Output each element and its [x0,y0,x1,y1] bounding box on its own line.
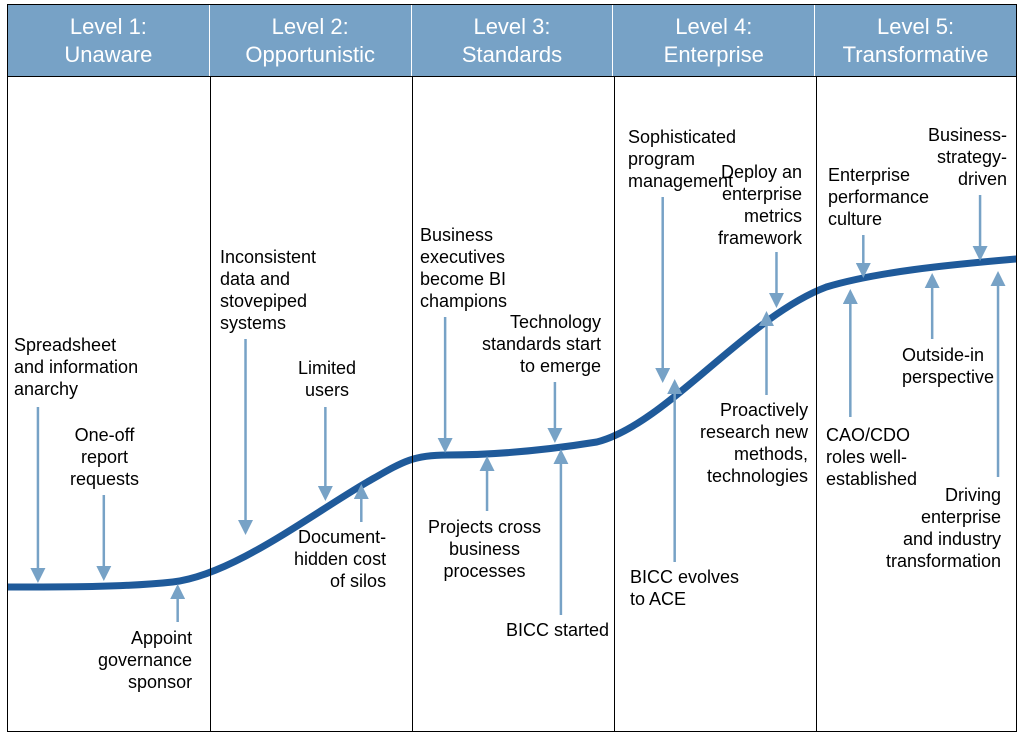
level-header-5: Level 5:Transformative [815,5,1016,76]
annotation-bicc-started: BICC started [506,620,609,642]
annotation-enterprise-metrics: Deploy an enterprise metrics framework [718,162,802,250]
level-header-2: Level 2:Opportunistic [210,5,412,76]
annotation-cao-cdo-roles: CAO/CDO roles well- established [826,425,917,491]
annotation-driving-transformation: Driving enterprise and industry transfor… [886,485,1001,573]
annotation-enterprise-performance-culture: Enterprise performance culture [828,165,929,231]
annotation-appoint-governance: Appoint governance sponsor [98,628,192,694]
level-header-line1: Level 2: [272,13,349,41]
annotation-business-strategy-driven: Business- strategy- driven [928,125,1007,191]
column-divider [210,77,211,731]
level-header-line2: Standards [462,41,562,69]
level-header-line2: Transformative [843,41,989,69]
maturity-diagram: Level 1:UnawareLevel 2:OpportunisticLeve… [7,4,1017,732]
annotation-inconsistent-data: Inconsistent data and stovepiped systems [220,247,316,335]
level-header-line2: Enterprise [664,41,764,69]
column-divider [412,77,413,731]
annotation-outside-in-perspective: Outside-in perspective [902,345,994,389]
annotation-limited-users: Limited users [298,358,356,402]
level-header-4: Level 4:Enterprise [613,5,815,76]
annotation-spreadsheet-anarchy: Spreadsheet and information anarchy [14,335,138,401]
level-header-line1: Level 1: [70,13,147,41]
annotation-projects-cross: Projects cross business processes [428,517,541,583]
annotation-one-off-report: One-off report requests [70,425,139,491]
level-header-line2: Unaware [64,41,152,69]
level-header-line1: Level 4: [675,13,752,41]
level-header-3: Level 3:Standards [412,5,614,76]
annotation-executives-bi-champions: Business executives become BI champions [420,225,507,313]
column-divider [614,77,615,731]
body-area: Spreadsheet and information anarchy One-o… [8,77,1016,731]
annotation-proactively-research: Proactively research new methods, techno… [700,400,808,488]
annotation-bicc-evolves-ace: BICC evolves to ACE [630,567,739,611]
annotation-document-hidden-cost: Document- hidden cost of silos [294,527,386,593]
level-header-1: Level 1:Unaware [8,5,210,76]
level-header-line1: Level 5: [877,13,954,41]
level-header-line2: Opportunistic [245,41,375,69]
level-header-line1: Level 3: [473,13,550,41]
header-row: Level 1:UnawareLevel 2:OpportunisticLeve… [8,5,1016,77]
column-divider [816,77,817,731]
annotation-tech-standards-emerge: Technology standards start to emerge [482,312,601,378]
